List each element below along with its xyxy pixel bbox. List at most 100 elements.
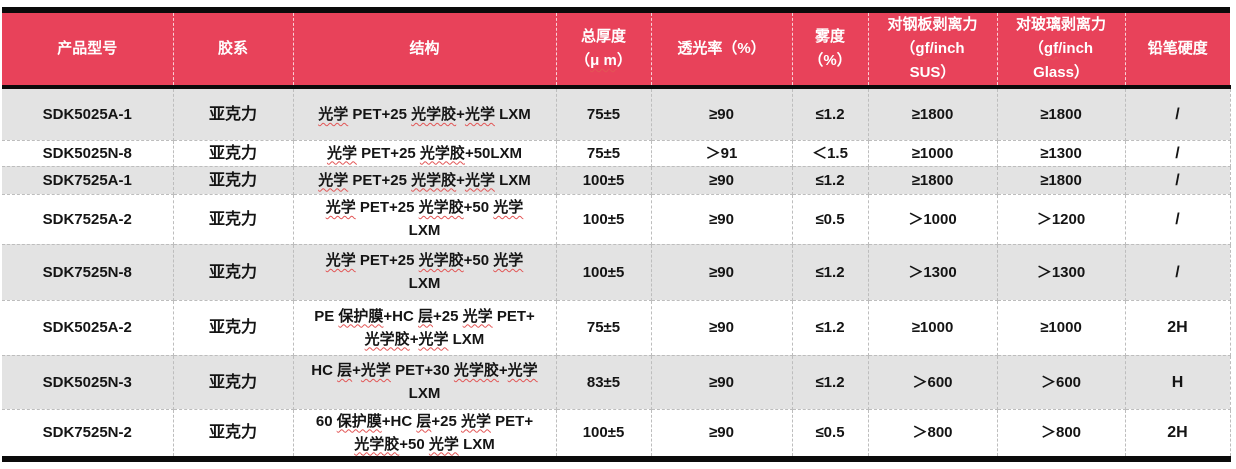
spellcheck-squiggle: 光学胶 <box>411 105 457 123</box>
spellcheck-squiggle: 光学胶 <box>418 199 464 216</box>
header-cell-transmittance: 透光率（%） <box>650 10 792 87</box>
cell-peel_steel: ≥1000 <box>867 139 998 167</box>
spellcheck-squiggle: 光学 <box>325 199 356 216</box>
spellcheck-squiggle: 光学 <box>318 105 349 123</box>
cell-model: SDK5025A-1 <box>2 86 174 141</box>
cell-peel_glass: ≥1800 <box>996 86 1126 141</box>
spellcheck-squiggle: μ m <box>590 52 617 69</box>
cell-haze: ＜1.5 <box>791 139 869 167</box>
header-cell-peel_steel: 对钢板剥离力 （gf/inch SUS） <box>867 10 997 87</box>
cell-haze: ≤0.5 <box>791 408 869 459</box>
table-row: SDK5025N-3 亚克力 HC 层+光学 PET+30 光学胶+光学 LXM 83±… <box>2 354 1231 410</box>
spellcheck-squiggle: 光学胶 <box>418 252 464 269</box>
cell-haze: ≤0.5 <box>791 193 869 245</box>
cell-structure: HC 层+光学 PET+30 光学胶+光学 LXM <box>292 354 557 410</box>
spellcheck-squiggle: 光学 <box>507 362 538 379</box>
header-cell-model: 产品型号 <box>2 10 173 87</box>
header-cell-peel_glass: 对玻璃剥离力 （gf/inch Glass） <box>996 10 1125 87</box>
spellcheck-squiggle: gf <box>915 40 930 57</box>
cell-transmittance: ≥90 <box>650 299 793 356</box>
cell-transmittance: ≥90 <box>650 86 793 141</box>
spellcheck-squiggle: 光学胶 <box>411 171 457 189</box>
cell-peel_glass: ≥1000 <box>996 299 1126 356</box>
cell-hardness: 2H <box>1124 408 1231 459</box>
cell-peel_glass: ≥1300 <box>996 139 1126 167</box>
spellcheck-squiggle: 光学 <box>418 330 449 348</box>
table-row: SDK5025A-1 亚克力 光学 PET+25 光学胶+光学 LXM 75±5 ≥90… <box>2 86 1231 141</box>
cell-adhesive: 亚克力 <box>172 139 294 167</box>
cell-adhesive: 亚克力 <box>172 193 294 245</box>
cell-transmittance: ≥90 <box>650 354 793 410</box>
header-cell-thickness: 总厚度 （μ m） <box>555 10 651 87</box>
cell-peel_steel: ≥1800 <box>867 86 998 141</box>
cell-transmittance: ＞91 <box>650 139 793 167</box>
spellcheck-squiggle: 保护膜 <box>338 307 384 325</box>
spellcheck-squiggle: 光学 <box>326 144 357 162</box>
cell-adhesive: 亚克力 <box>172 299 294 356</box>
cell-hardness: 2H <box>1124 299 1231 356</box>
product-spec-table: 产品型号 胶系 结构 总厚度 （μ m） 透光率（%） 雾度 （%） 对钢板剥离力 （gf/inc… <box>2 7 1231 462</box>
cell-hardness: / <box>1124 139 1231 167</box>
cell-transmittance: ≥90 <box>650 165 793 195</box>
cell-thickness: 100±5 <box>555 193 652 245</box>
cell-transmittance: ≥90 <box>650 408 793 459</box>
spellcheck-squiggle: 光学 <box>493 252 524 269</box>
table-row: SDK7525A-1 亚克力 光学 PET+25 光学胶+光学 LXM 100±5 ≥9… <box>2 165 1231 195</box>
cell-structure: 光学 PET+25 光学胶+光学 LXM <box>292 165 557 195</box>
spellcheck-squiggle: 光学 <box>325 252 356 269</box>
cell-adhesive: 亚克力 <box>172 408 294 459</box>
spellcheck-squiggle: 光学 <box>318 171 349 189</box>
table-header: 产品型号 胶系 结构 总厚度 （μ m） 透光率（%） 雾度 （%） 对钢板剥离力 （gf/inc… <box>2 10 1230 87</box>
spellcheck-squiggle: 保护膜 <box>336 412 382 430</box>
cell-model: SDK5025N-3 <box>2 354 174 410</box>
cell-model: SDK7525A-2 <box>2 193 174 245</box>
cell-structure: 光学 PET+25 光学胶+50 光学 LXM <box>292 243 557 301</box>
cell-adhesive: 亚克力 <box>172 354 294 410</box>
cell-hardness: / <box>1124 86 1231 141</box>
spellcheck-squiggle: 光学 <box>464 171 495 189</box>
spellcheck-squiggle: 光学胶 <box>453 362 499 379</box>
cell-peel_steel: ＞1300 <box>867 243 998 301</box>
spellcheck-squiggle: 层 <box>418 307 434 325</box>
cell-haze: ≤1.2 <box>791 354 869 410</box>
cell-peel_glass: ≥1800 <box>996 165 1126 195</box>
cell-structure: PE 保护膜+HC 层+25 光学 PET+ 光学胶+光学 LXM <box>292 299 557 356</box>
spellcheck-squiggle: 光学 <box>464 105 495 123</box>
cell-transmittance: ≥90 <box>650 243 793 301</box>
cell-model: SDK7525N-8 <box>2 243 174 301</box>
spellcheck-squiggle: 层 <box>337 362 353 379</box>
cell-peel_steel: ＞800 <box>867 408 998 459</box>
table-row: SDK5025A-2 亚克力 PE 保护膜+HC 层+25 光学 PET+ 光学胶+光… <box>2 299 1231 356</box>
cell-transmittance: ≥90 <box>650 193 793 245</box>
header-cell-structure: 结构 <box>292 10 556 87</box>
cell-structure: 光学 PET+25 光学胶+光学 LXM <box>292 86 557 141</box>
cell-model: SDK7525N-2 <box>2 408 174 459</box>
spellcheck-squiggle: 光学 <box>462 307 493 325</box>
header-row: 产品型号 胶系 结构 总厚度 （μ m） 透光率（%） 雾度 （%） 对钢板剥离力 （gf/inc… <box>2 10 1230 87</box>
cell-thickness: 75±5 <box>555 86 652 141</box>
cell-thickness: 100±5 <box>555 408 652 459</box>
cell-haze: ≤1.2 <box>791 299 869 356</box>
cell-adhesive: 亚克力 <box>172 86 294 141</box>
cell-hardness: / <box>1124 243 1231 301</box>
cell-hardness: / <box>1124 165 1231 195</box>
spellcheck-squiggle: 光学 <box>493 199 524 216</box>
spellcheck-squiggle: 光学胶 <box>419 144 465 162</box>
spellcheck-squiggle: 光学 <box>460 412 491 430</box>
cell-thickness: 100±5 <box>555 243 652 301</box>
header-cell-adhesive: 胶系 <box>172 10 293 87</box>
cell-peel_glass: ＞1200 <box>996 193 1126 245</box>
cell-haze: ≤1.2 <box>791 243 869 301</box>
cell-model: SDK7525A-1 <box>2 165 174 195</box>
cell-thickness: 83±5 <box>555 354 652 410</box>
cell-haze: ≤1.2 <box>791 165 869 195</box>
cell-model: SDK5025A-2 <box>2 299 174 356</box>
cell-thickness: 100±5 <box>555 165 652 195</box>
cell-structure: 60 保护膜+HC 层+25 光学 PET+ 光学胶+50 光学 LXM <box>292 408 557 459</box>
header-cell-hardness: 铅笔硬度 <box>1124 10 1230 87</box>
cell-haze: ≤1.2 <box>791 86 869 141</box>
cell-peel_steel: ≥1800 <box>867 165 998 195</box>
cell-thickness: 75±5 <box>555 299 652 356</box>
cell-peel_glass: ＞1300 <box>996 243 1126 301</box>
table-row: SDK5025N-8 亚克力 光学 PET+25 光学胶+50LXM 75±5 ＞91 ＜… <box>2 139 1231 167</box>
